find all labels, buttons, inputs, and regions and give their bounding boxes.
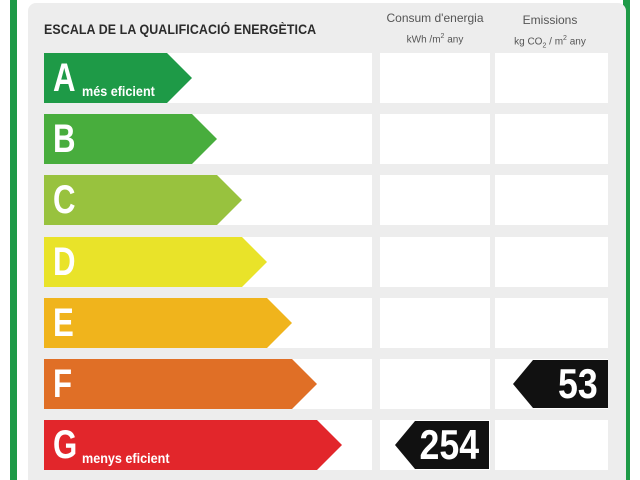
rating-row-d-emissions-cell [495,237,608,287]
rating-row-c-emissions-cell [495,175,608,225]
rating-row-e-emissions-cell [495,298,608,348]
consumption-unit: kWh /m2 any [406,33,464,46]
rating-arrow-e: E [44,298,292,348]
rating-description: més eficient [82,83,155,99]
rating-row-a-consumption-cell [380,53,490,103]
rating-letter: A [53,56,76,100]
rating-row-b-emissions-cell [495,114,608,164]
emissions-label: Emissions [522,13,578,27]
rating-letter: G [53,423,78,467]
emissions-unit: kg CO2 / m2 any [514,35,586,50]
rating-arrow-b: B [44,114,217,164]
consumption-label: Consum d'energia [386,11,484,25]
rating-letter: C [53,178,76,222]
consumption-column-header: Consum d'energia kWh /m2 any [380,11,490,47]
rating-letter: B [53,117,76,161]
consumption-result-tag: 254 [395,421,489,469]
rating-row-f-consumption-cell [380,359,490,409]
rating-letter: D [53,240,76,284]
emissions-result-tag-value: 53 [558,360,598,407]
scale-title: ESCALA DE LA QUALIFICACIÓ ENERGÈTICA [44,22,317,37]
rating-arrow-f: F [44,359,317,409]
rating-arrow-c: C [44,175,242,225]
rating-row-g-emissions-cell [495,420,608,470]
rating-row-a-emissions-cell [495,53,608,103]
rating-row-e-consumption-cell [380,298,490,348]
emissions-column-header: Emissions kg CO2 / m2 any [495,13,605,53]
rating-arrow-d: D [44,237,267,287]
frame-left-border [10,0,17,480]
consumption-result-tag-value: 254 [419,421,479,468]
emissions-result-tag: 53 [513,360,608,408]
frame-right-border [623,0,630,480]
rating-description: menys eficient [82,450,170,466]
rating-row-c-consumption-cell [380,175,490,225]
rating-row-b-consumption-cell [380,114,490,164]
rating-letter: E [53,301,74,345]
rating-letter: F [53,362,73,406]
rating-row-d-consumption-cell [380,237,490,287]
